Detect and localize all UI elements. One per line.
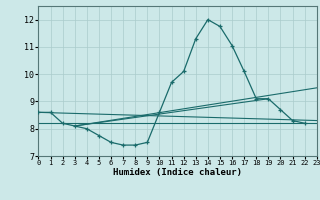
X-axis label: Humidex (Indice chaleur): Humidex (Indice chaleur)	[113, 168, 242, 177]
